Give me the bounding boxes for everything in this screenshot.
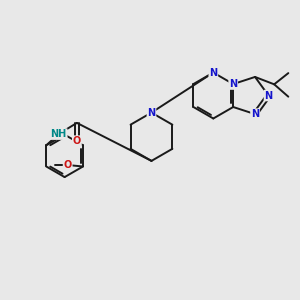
Text: O: O	[73, 136, 81, 146]
Text: O: O	[64, 160, 72, 170]
Text: NH: NH	[50, 129, 67, 139]
Text: N: N	[251, 109, 259, 119]
Text: N: N	[229, 79, 237, 89]
Text: N: N	[147, 108, 155, 118]
Text: N: N	[265, 91, 273, 100]
Text: N: N	[209, 68, 218, 78]
